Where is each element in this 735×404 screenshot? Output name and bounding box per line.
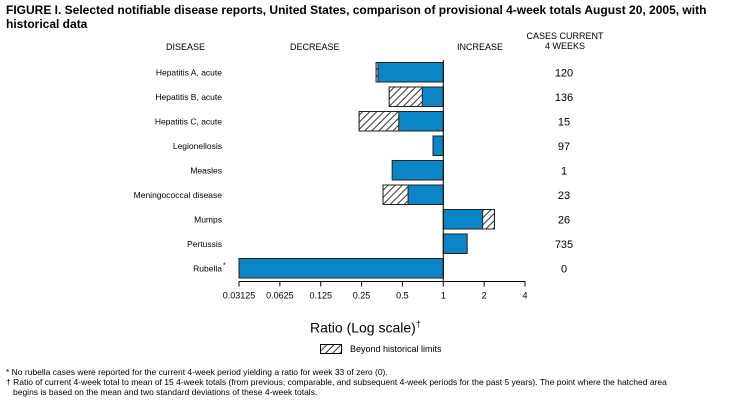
bar-hatched-segment <box>482 209 495 230</box>
footnote-dagger: † Ratio of current 4-week total to mean … <box>6 377 667 387</box>
disease-header: DISEASE <box>166 42 206 52</box>
cases-value: 97 <box>558 141 570 153</box>
bar <box>238 258 444 279</box>
footnote-star: * No rubella cases were reported for the… <box>6 367 388 377</box>
cases-values: 120 136 15 97 1 23 26 735 0 <box>555 67 573 275</box>
cases-value: 1 <box>561 165 567 177</box>
x-tick-label: 0.125 <box>309 291 332 301</box>
legend-label: Beyond historical limits <box>350 344 442 354</box>
increase-header: INCREASE <box>457 42 504 52</box>
x-axis-title-mark: † <box>415 319 421 329</box>
bar-hatched-segment <box>382 184 409 205</box>
footnote-dagger-cont: begins is based on the mean and two stan… <box>13 387 318 397</box>
category-labels: Hepatitis A, acute Hepatitis B, acute Hepa… <box>134 67 226 273</box>
x-tick-label: 4 <box>522 291 527 301</box>
category-label: Hepatitis A, acute <box>156 67 222 77</box>
cases-value: 136 <box>555 92 573 104</box>
cases-value: 15 <box>558 116 570 128</box>
category-label: Pertussis <box>187 239 222 249</box>
cases-header-line2: 4 WEEKS <box>544 41 585 51</box>
x-axis: 0.03125 0.0625 0.125 0.25 0.5 1 2 4 <box>223 60 528 301</box>
legend-hatch-swatch <box>320 344 342 354</box>
decrease-header: DECREASE <box>290 42 340 52</box>
cases-value: 120 <box>555 67 573 79</box>
x-tick-label: 2 <box>482 291 487 301</box>
category-label: Rubella <box>193 263 222 273</box>
x-tick-label: 0.5 <box>396 291 409 301</box>
x-axis-title-text: Ratio (Log scale) <box>310 319 416 336</box>
category-label: Legionellosis <box>173 141 222 151</box>
bar <box>375 62 444 83</box>
category-label: Mumps <box>194 214 222 224</box>
category-label: Meningococcal disease <box>134 190 223 200</box>
x-tick-label: 0.0625 <box>266 291 294 301</box>
x-tick-label: 1 <box>441 291 446 301</box>
category-label: Hepatitis C, acute <box>155 116 222 126</box>
ratio-bar-chart: 0.03125 0.0625 0.125 0.25 0.5 1 2 4 Hepatitis A… <box>134 60 573 301</box>
bar-hatched-segment <box>388 86 423 107</box>
category-label: Measles <box>190 165 222 175</box>
category-label-mark: * <box>223 262 226 269</box>
cases-value: 23 <box>558 190 570 202</box>
bar <box>442 233 468 254</box>
cases-value: 26 <box>558 214 570 226</box>
bars-layer <box>238 62 495 279</box>
bar-hatched-segment <box>375 62 379 83</box>
footnotes: * No rubella cases were reported for the… <box>6 367 731 397</box>
bar <box>391 160 444 181</box>
bar <box>432 135 444 156</box>
cases-value: 0 <box>561 263 567 275</box>
category-label: Hepatitis B, acute <box>155 92 222 102</box>
figure-title: FIGURE I. Selected notifiable disease re… <box>6 3 707 31</box>
bar-hatched-segment <box>358 111 400 132</box>
x-axis-title: Ratio (Log scale)† <box>310 319 421 336</box>
cases-value: 735 <box>555 239 573 251</box>
x-tick-label: 0.25 <box>353 291 371 301</box>
cases-header-line1: CASES CURRENT <box>526 31 604 41</box>
cases-header: CASES CURRENT 4 WEEKS <box>520 31 610 51</box>
x-tick-label: 0.03125 <box>223 291 256 301</box>
